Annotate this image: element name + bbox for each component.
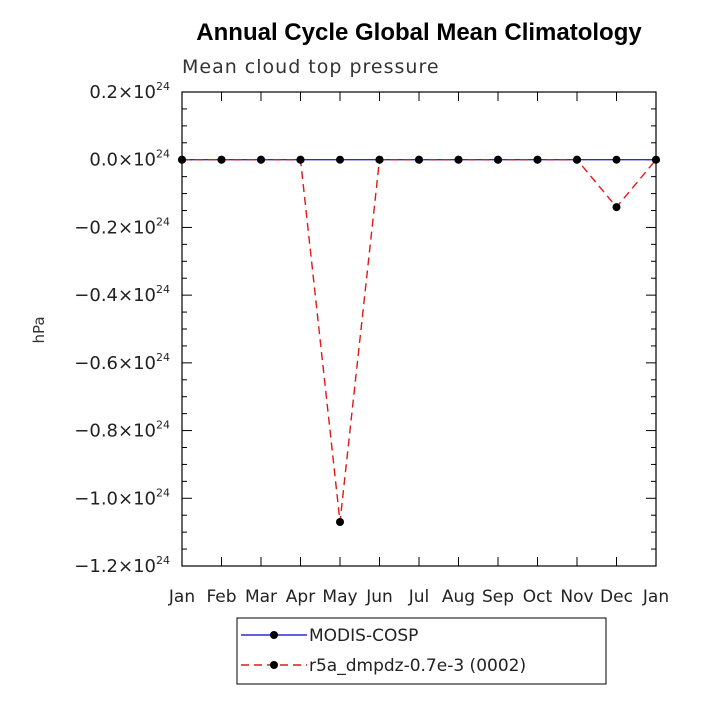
legend-label-2: r5a_dmpdz-0.7e-3 (0002) [309,656,526,676]
x-tick-label: Apr [286,587,315,607]
x-tick-label: May [322,587,357,607]
y-tick-label: 0.0×1024 [89,148,170,171]
legend-box [236,617,607,685]
x-tick-label: Feb [206,587,236,607]
series-2-point [375,155,384,164]
series-2-point [454,155,463,164]
y-tick-label: −0.4×1024 [74,283,170,306]
series-2-point [573,155,581,164]
series-2-point [257,155,265,164]
series-1-point [612,155,621,164]
x-tick-label: Jan [642,587,669,607]
y-tick-label: −0.6×1024 [74,351,170,374]
series-2-point [533,155,542,164]
series-2-point [217,155,226,164]
series-2-point [296,155,305,164]
legend-marker-1 [270,631,278,639]
y-tick-label: −0.8×1024 [74,419,170,442]
x-tick-label: Jun [365,587,393,607]
x-tick-label: Nov [560,587,593,607]
series-2-point [336,517,344,526]
x-tick-label: Oct [523,587,553,607]
series-2-point [612,203,621,212]
legend-label-1: MODIS-COSP [309,626,418,646]
x-tick-label: Dec [600,587,633,607]
series-line-2 [182,159,657,523]
series-2-point [652,155,660,164]
y-tick-label: −1.0×1024 [74,486,170,509]
y-tick-label: −0.2×1024 [74,215,170,238]
series-1-point [336,155,344,164]
y-tick-label: 0.2×1024 [89,80,170,103]
legend-marker-2 [270,661,278,669]
y-tick-label: −1.2×1024 [74,554,170,577]
x-tick-label: Mar [245,587,277,607]
series-2-point [494,155,502,164]
series-2-point [415,155,423,164]
chart-subtitle: Mean cloud top pressure [182,56,440,78]
chart-title: Annual Cycle Global Mean Climatology [196,19,642,46]
x-tick-label: Aug [442,587,475,607]
x-tick-label: Sep [482,587,514,607]
x-tick-label: Jul [408,587,430,607]
y-axis-label: hPa [30,316,48,343]
x-tick-label: Jan [168,587,195,607]
series-2-point [178,155,186,164]
